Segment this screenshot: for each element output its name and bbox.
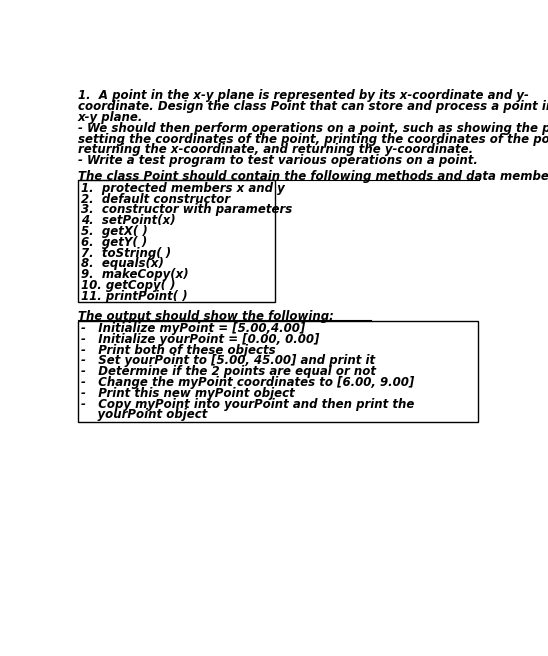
Text: 6.  getY( ): 6. getY( ) bbox=[81, 236, 147, 249]
Text: 7.  toString( ): 7. toString( ) bbox=[81, 247, 171, 260]
Text: 4.  setPoint(x): 4. setPoint(x) bbox=[81, 215, 175, 227]
Text: -   Determine if the 2 points are equal or not: - Determine if the 2 points are equal or… bbox=[81, 365, 376, 378]
Text: -   Print this new myPoint object: - Print this new myPoint object bbox=[81, 387, 295, 400]
Text: - Write a test program to test various operations on a point.: - Write a test program to test various o… bbox=[78, 154, 478, 167]
Bar bbox=[78, 321, 478, 422]
Text: 1.  protected members x and y: 1. protected members x and y bbox=[81, 182, 284, 195]
Text: 11. printPoint( ): 11. printPoint( ) bbox=[81, 290, 187, 302]
Text: The class Point should contain the following methods and data members:: The class Point should contain the follo… bbox=[78, 170, 548, 182]
Text: returning the x-coordinate, and returning the y-coordinate.: returning the x-coordinate, and returnin… bbox=[78, 144, 473, 156]
Text: x-y plane.: x-y plane. bbox=[78, 111, 143, 124]
Text: -   Initialize yourPoint = [0.00, 0.00]: - Initialize yourPoint = [0.00, 0.00] bbox=[81, 333, 319, 346]
Text: coordinate. Design the class Point that can store and process a point in the: coordinate. Design the class Point that … bbox=[78, 100, 548, 113]
Text: -   Set yourPoint to [5.00, 45.00] and print it: - Set yourPoint to [5.00, 45.00] and pri… bbox=[81, 354, 375, 367]
Text: 8.  equals(x): 8. equals(x) bbox=[81, 257, 164, 270]
Text: -   Initialize myPoint = [5.00,4.00]: - Initialize myPoint = [5.00,4.00] bbox=[81, 322, 305, 335]
Text: -   Change the myPoint coordinates to [6.00, 9.00]: - Change the myPoint coordinates to [6.0… bbox=[81, 376, 414, 389]
Text: - We should then perform operations on a point, such as showing the point,: - We should then perform operations on a… bbox=[78, 122, 548, 135]
Text: 2.  default constructor: 2. default constructor bbox=[81, 193, 230, 206]
Text: yourPoint object: yourPoint object bbox=[81, 408, 207, 421]
Text: setting the coordinates of the point, printing the coordinates of the point,: setting the coordinates of the point, pr… bbox=[78, 133, 548, 146]
Text: -   Copy myPoint into yourPoint and then print the: - Copy myPoint into yourPoint and then p… bbox=[81, 398, 414, 411]
Text: 9.  makeCopy(x): 9. makeCopy(x) bbox=[81, 268, 189, 281]
Text: 5.  getX( ): 5. getX( ) bbox=[81, 225, 147, 238]
Text: The output should show the following:: The output should show the following: bbox=[78, 310, 334, 323]
Text: 3.  constructor with parameters: 3. constructor with parameters bbox=[81, 203, 292, 216]
Text: 10. getCopy( ): 10. getCopy( ) bbox=[81, 279, 175, 292]
Bar bbox=[78, 180, 276, 302]
Text: 1.  A point in the x-y plane is represented by its x-coordinate and y-: 1. A point in the x-y plane is represent… bbox=[78, 89, 529, 102]
Text: -   Print both of these objects: - Print both of these objects bbox=[81, 344, 276, 357]
